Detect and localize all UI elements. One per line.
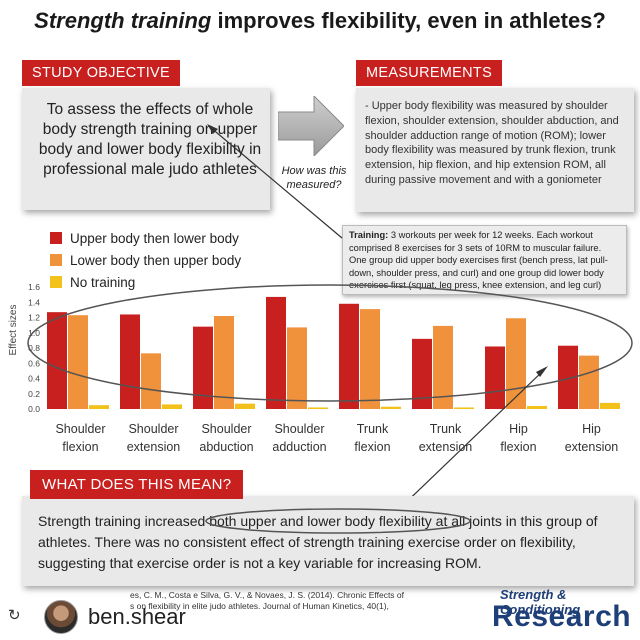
bar-1-5 bbox=[433, 325, 453, 409]
legend-swatch-red bbox=[50, 232, 62, 244]
bar-1-6 bbox=[506, 318, 526, 409]
avatar[interactable] bbox=[44, 600, 78, 634]
meaning-highlight: both upper and lower body flexibility bbox=[209, 513, 432, 529]
bar-0-2 bbox=[193, 326, 213, 409]
x-tick-label: Shoulder bbox=[55, 422, 105, 436]
legend-swatch-orange bbox=[50, 254, 62, 266]
bar-1-4 bbox=[360, 309, 380, 409]
x-tick-label: abduction bbox=[199, 440, 253, 454]
bar-2-4 bbox=[381, 406, 401, 409]
brand-line-1: Strength & Conditioning bbox=[500, 587, 581, 617]
y-tick-label: 0.2 bbox=[28, 389, 40, 399]
x-tick-label: Hip bbox=[582, 422, 601, 436]
bar-0-4 bbox=[339, 303, 359, 409]
legend-label: Lower body then upper body bbox=[70, 252, 242, 268]
bar-1-0 bbox=[68, 315, 88, 409]
bar-2-6 bbox=[527, 405, 547, 409]
x-tick-label: flexion bbox=[354, 440, 390, 454]
measurements-box bbox=[356, 88, 634, 212]
meaning-text-before: Strength training increased bbox=[38, 513, 210, 529]
y-tick-label: 1.0 bbox=[28, 328, 40, 338]
bar-0-1 bbox=[120, 314, 140, 409]
bar-2-3 bbox=[308, 407, 328, 409]
x-tick-label: Hip bbox=[509, 422, 528, 436]
measurements-label: MEASUREMENTS bbox=[356, 60, 503, 86]
bar-1-2 bbox=[214, 315, 234, 409]
objective-label: STUDY OBJECTIVE bbox=[22, 60, 180, 86]
x-tick-label: flexion bbox=[500, 440, 536, 454]
meaning-pointer-arrowhead bbox=[536, 366, 548, 377]
bar-2-7 bbox=[600, 402, 620, 409]
username[interactable]: ben.shear bbox=[88, 604, 186, 629]
legend-item-no-training: No training bbox=[50, 271, 241, 293]
training-text: 3 workouts per week for 12 weeks. Each w… bbox=[349, 230, 608, 291]
measurements-text: - Upper body flexibility was measured by… bbox=[365, 100, 619, 186]
y-tick-label: 1.4 bbox=[28, 297, 40, 307]
brand-line-2: Research bbox=[492, 600, 632, 633]
bar-1-3 bbox=[287, 327, 307, 409]
x-tick-label: extension bbox=[419, 440, 473, 454]
y-tick-label: 0.8 bbox=[28, 343, 40, 353]
bar-2-0 bbox=[89, 405, 109, 409]
legend-swatch-yellow bbox=[50, 276, 62, 288]
y-axis-label: Effect sizes bbox=[8, 305, 19, 356]
bar-2-1 bbox=[162, 404, 182, 409]
x-tick-label: Shoulder bbox=[274, 422, 324, 436]
repost-icon: ↻ bbox=[8, 607, 21, 624]
training-label: Training: bbox=[349, 230, 389, 240]
y-tick-label: 0.0 bbox=[28, 404, 40, 414]
bar-1-7 bbox=[579, 355, 599, 409]
y-tick-label: 0.6 bbox=[28, 358, 40, 368]
bar-0-3 bbox=[266, 296, 286, 409]
meaning-text: Strength training increased both upper a… bbox=[38, 511, 618, 574]
legend-label: Upper body then lower body bbox=[70, 230, 239, 246]
citation-line-2: s on flexibility in elite judo athletes.… bbox=[130, 601, 389, 611]
title-rest: improves flexibility, even in athletes? bbox=[211, 8, 606, 33]
training-box: Training: 3 workouts per week for 12 wee… bbox=[342, 225, 627, 295]
legend-item-lower-first: Lower body then upper body bbox=[50, 249, 241, 271]
bar-0-6 bbox=[485, 346, 505, 409]
bars-highlight-ellipse bbox=[27, 284, 633, 402]
chart-legend: Upper body then lower body Lower body th… bbox=[50, 227, 241, 293]
meaning-text-after: at all joints in this group of athletes.… bbox=[38, 513, 598, 571]
title-italic: Strength training bbox=[34, 8, 212, 33]
bar-0-5 bbox=[412, 338, 432, 409]
x-tick-label: flexion bbox=[62, 440, 98, 454]
question-text: How was this measured? bbox=[281, 165, 347, 191]
right-arrow-icon bbox=[278, 96, 344, 156]
y-tick-label: 1.6 bbox=[28, 282, 40, 292]
bar-0-0 bbox=[47, 312, 67, 409]
page-title: Strength training improves flexibility, … bbox=[0, 8, 640, 34]
x-tick-label: Shoulder bbox=[128, 422, 178, 436]
legend-item-upper-first: Upper body then lower body bbox=[50, 227, 241, 249]
meaning-pointer-line bbox=[394, 368, 546, 514]
x-tick-label: adduction bbox=[272, 440, 326, 454]
x-tick-label: extension bbox=[127, 440, 181, 454]
y-tick-label: 1.2 bbox=[28, 313, 40, 323]
x-tick-label: extension bbox=[565, 440, 619, 454]
x-tick-label: Shoulder bbox=[201, 422, 251, 436]
meaning-label: WHAT DOES THIS MEAN? bbox=[30, 470, 244, 499]
legend-label: No training bbox=[70, 274, 136, 290]
citation: es, C. M., Costa e Silva, G. V., & Novae… bbox=[130, 590, 404, 612]
x-tick-label: Trunk bbox=[430, 422, 462, 436]
y-tick-label: 0.4 bbox=[28, 374, 40, 384]
bar-2-5 bbox=[454, 407, 474, 409]
objective-text: To assess the effects of whole body stre… bbox=[38, 101, 262, 178]
bar-2-2 bbox=[235, 403, 255, 409]
bar-0-7 bbox=[558, 345, 578, 409]
x-tick-label: Trunk bbox=[357, 422, 389, 436]
bar-1-1 bbox=[141, 353, 161, 409]
citation-line-1: es, C. M., Costa e Silva, G. V., & Novae… bbox=[130, 590, 405, 600]
